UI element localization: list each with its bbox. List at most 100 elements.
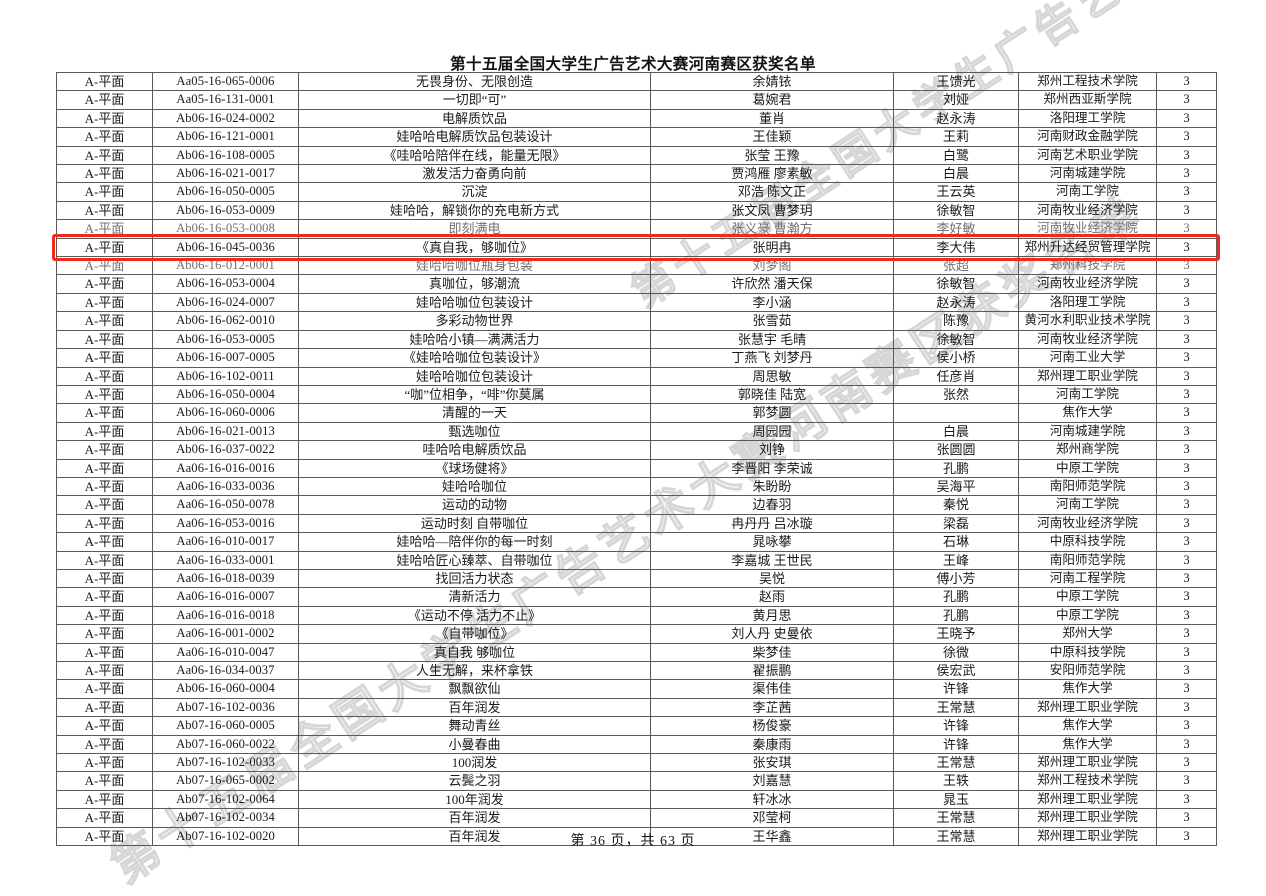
cell-category: A-平面 [56, 771, 153, 791]
cell-school: 郑州西亚斯学院 [1018, 90, 1157, 110]
cell-author: 杨俊豪 [650, 716, 894, 736]
cell-rank: 3 [1156, 348, 1217, 368]
cell-author: 赵雨 [650, 587, 894, 607]
cell-author: 贾鸿雁 廖素敏 [650, 164, 894, 184]
cell-rank: 3 [1156, 164, 1217, 184]
cell-rank: 3 [1156, 642, 1217, 663]
cell-rank: 3 [1156, 789, 1217, 810]
cell-advisor: 王云英 [893, 182, 1019, 202]
cell-author: 郭晓佳 陆宽 [650, 384, 894, 405]
cell-rank: 3 [1156, 108, 1217, 129]
cell-rank: 3 [1156, 200, 1217, 221]
cell-work-code: Ab06-16-024-0002 [152, 108, 299, 129]
cell-rank: 3 [1156, 476, 1217, 497]
cell-work-name: 《球场健将》 [298, 458, 651, 478]
cell-category: A-平面 [56, 329, 153, 350]
cell-author: 周园园 [650, 421, 894, 442]
cell-work-name: 《自带咖位》 [298, 624, 651, 644]
table-row: A-平面 Ab07-16-102-0020 百年润发 王华鑫 王常慧 郑州理工职业学院 3 [56, 826, 1217, 847]
table-row: A-平面 Aa06-16-050-0078 运动的动物 边春羽 秦悦 河南工学院 3 [56, 495, 1217, 515]
cell-rank: 3 [1156, 329, 1217, 350]
cell-work-code: Aa06-16-016-0016 [152, 458, 299, 478]
cell-work-code: Ab06-16-060-0004 [152, 679, 299, 699]
cell-author: 轩冰冰 [650, 789, 894, 810]
cell-category: A-平面 [56, 292, 153, 313]
cell-school: 焦作大学 [1018, 403, 1157, 423]
cell-school: 中原科技学院 [1018, 532, 1157, 552]
cell-school: 中原工学院 [1018, 605, 1157, 626]
cell-author: 翟振鹏 [650, 660, 894, 681]
cell-category: A-平面 [56, 256, 153, 276]
cell-category: A-平面 [56, 826, 153, 847]
cell-author: 邓莹柯 [650, 808, 894, 828]
cell-author: 李嘉城 王世民 [650, 550, 894, 570]
cell-category: A-平面 [56, 789, 153, 810]
cell-advisor: 赵永涛 [893, 108, 1019, 129]
cell-work-code: Ab07-16-060-0005 [152, 716, 299, 736]
cell-rank: 3 [1156, 716, 1217, 736]
cell-author: 李晋阳 李荣诚 [650, 458, 894, 478]
cell-work-code: Aa06-16-033-0001 [152, 550, 299, 570]
table-row: A-平面 Ab06-16-060-0006 清醒的一天 郭梦圆 焦作大学 3 [56, 403, 1217, 423]
cell-author: 张慧宇 毛晴 [650, 329, 894, 350]
cell-rank: 3 [1156, 568, 1217, 589]
cell-work-code: Aa06-16-010-0047 [152, 642, 299, 663]
cell-advisor: 许锋 [893, 716, 1019, 736]
cell-advisor: 侯小桥 [893, 348, 1019, 368]
table-row: A-平面 Aa06-16-034-0037 人生无解，来杯拿铁 翟振鹏 侯宏武 安阳师范学… [56, 660, 1217, 681]
cell-rank: 3 [1156, 440, 1217, 460]
cell-advisor: 王常慧 [893, 697, 1019, 718]
cell-work-code: Ab06-16-050-0005 [152, 182, 299, 202]
cell-school: 郑州理工职业学院 [1018, 789, 1157, 810]
table-body: A-平面 Aa05-16-065-0006 无畏身份、无限创造 余婧铱 王馈光 郑州工程技… [56, 71, 1217, 847]
cell-work-name: 人生无解，来杯拿铁 [298, 660, 651, 681]
table-row: A-平面 Ab06-16-062-0010 多彩动物世界 张雪茹 陈豫 黄河水利职业技术学… [56, 311, 1217, 331]
table-row: A-平面 Ab06-16-007-0005 《娃哈哈咖位包装设计》 丁燕飞 刘梦丹 侯小… [56, 348, 1217, 368]
cell-school: 南阳师范学院 [1018, 476, 1157, 497]
cell-work-code: Ab06-16-050-0004 [152, 384, 299, 405]
cell-category: A-平面 [56, 532, 153, 552]
cell-category: A-平面 [56, 311, 153, 331]
cell-advisor: 许锋 [893, 734, 1019, 755]
table-row: A-平面 Aa05-16-131-0001 一切即“可” 葛婉君 刘娅 郑州西亚斯学院 3 [56, 90, 1217, 110]
cell-work-name: 《哇哈哈陪伴在线，能量无限》 [298, 145, 651, 166]
cell-advisor: 白晨 [893, 421, 1019, 442]
cell-advisor: 许锋 [893, 679, 1019, 699]
cell-work-name: 100润发 [298, 753, 651, 773]
cell-advisor: 徐微 [893, 642, 1019, 663]
cell-work-name: 激发活力奋勇向前 [298, 164, 651, 184]
cell-author: 刘人丹 史曼依 [650, 624, 894, 644]
cell-rank: 3 [1156, 808, 1217, 828]
table-row: A-平面 Ab07-16-102-0034 百年润发 邓莹柯 王常慧 郑州理工职业学院 3 [56, 808, 1217, 828]
cell-advisor: 李好敏 [893, 219, 1019, 239]
page-footer: 第 36 页，共 63 页 [570, 834, 696, 849]
cell-work-name: 娃哈哈咖位包装设计 [298, 292, 651, 313]
cell-category: A-平面 [56, 348, 153, 368]
cell-work-code: Aa06-16-010-0017 [152, 532, 299, 552]
cell-advisor: 石琳 [893, 532, 1019, 552]
table-row: A-平面 Ab06-16-121-0001 娃哈哈电解质饮品包装设计 王佳颖 王莉 河南财… [56, 127, 1217, 147]
cell-rank: 3 [1156, 532, 1217, 552]
cell-school: 郑州工程技术学院 [1018, 771, 1157, 791]
cell-author: 朱盼盼 [650, 476, 894, 497]
cell-work-code: Aa05-16-131-0001 [152, 90, 299, 110]
table-row: A-平面 Ab06-16-037-0022 哇哈哈电解质饮品 刘铮 张圆圆 郑州商学院 3 [56, 440, 1217, 460]
cell-rank: 3 [1156, 71, 1217, 92]
table-row: A-平面 Ab07-16-060-0005 舞动青丝 杨俊豪 许锋 焦作大学 3 [56, 716, 1217, 736]
cell-author: 丁燕飞 刘梦丹 [650, 348, 894, 368]
table-row: A-平面 Ab07-16-060-0022 小曼春曲 秦康雨 许锋 焦作大学 3 [56, 734, 1217, 755]
cell-school: 河南工程学院 [1018, 568, 1157, 589]
cell-rank: 3 [1156, 660, 1217, 681]
cell-advisor: 王馈光 [893, 71, 1019, 92]
cell-rank: 3 [1156, 292, 1217, 313]
cell-advisor: 梁磊 [893, 513, 1019, 534]
cell-work-code: Ab06-16-037-0022 [152, 440, 299, 460]
cell-rank: 3 [1156, 145, 1217, 166]
cell-work-name: 清新活力 [298, 587, 651, 607]
cell-author: 王佳颖 [650, 127, 894, 147]
table-row: A-平面 Ab07-16-065-0002 云鬓之羽 刘嘉慧 王轶 郑州工程技术学院 3 [56, 771, 1217, 791]
table-row: A-平面 Ab06-16-050-0005 沉淀 邓浩 陈文正 王云英 河南工学院 3 [56, 182, 1217, 202]
cell-author: 冉丹丹 吕冰璇 [650, 513, 894, 534]
table-row: A-平面 Ab06-16-053-0009 娃哈哈，解锁你的充电新方式 张文凤 曹梦玥… [56, 200, 1217, 221]
table-row: A-平面 Aa06-16-010-0047 真自我 够咖位 柴梦佳 徐微 中原科技学院 3 [56, 642, 1217, 663]
